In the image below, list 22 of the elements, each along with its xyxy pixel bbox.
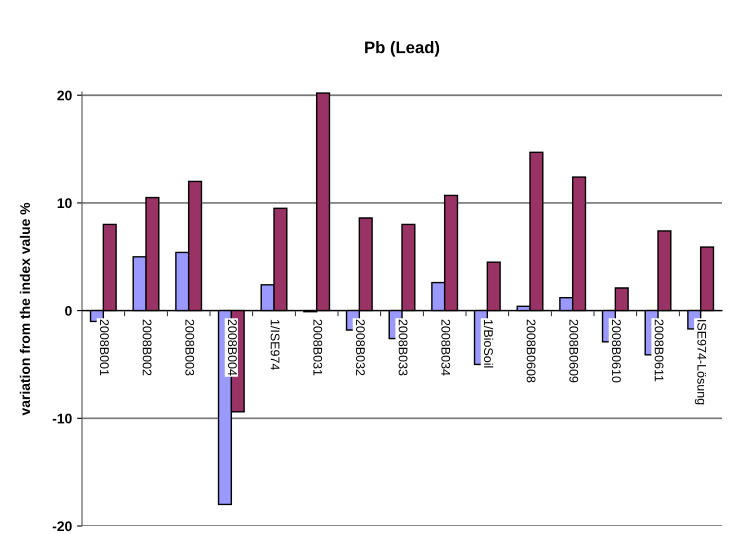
x-tick-label: 2008B001 — [100, 320, 109, 376]
x-tick-label: 2008B003 — [185, 320, 194, 376]
y-tick-label: 10 — [58, 198, 72, 208]
y-tick-label: -10 — [52, 414, 72, 424]
chart-title: Pb (Lead) — [365, 41, 440, 57]
x-tick-label: 2008B0608 — [526, 320, 536, 382]
x-tick-label: 2008B034 — [441, 320, 450, 376]
x-tick-label: 2008B004 — [228, 320, 237, 376]
x-tick-label: 2008B0609 — [569, 320, 578, 382]
y-tick-label: 20 — [57, 90, 72, 100]
x-tick-label: ISE974-Lösung — [694, 320, 706, 404]
x-tick-label: 1/ISE974 — [270, 320, 280, 370]
y-tick-label: 0 — [65, 306, 72, 316]
x-tick-label: 2008B031 — [313, 320, 322, 376]
x-tick-label: 2008B032 — [356, 320, 365, 376]
y-axis-title: variation from the index value % — [20, 202, 30, 416]
x-tick-label: 2008B0611 — [654, 320, 664, 382]
x-tick-label: 2008B033 — [398, 320, 408, 376]
x-tick-label: 2008B002 — [142, 320, 152, 376]
y-tick-label: -20 — [52, 521, 72, 532]
x-tick-label: 2008B0610 — [612, 320, 621, 382]
x-tick-label: 1/BioSoil — [484, 320, 494, 368]
